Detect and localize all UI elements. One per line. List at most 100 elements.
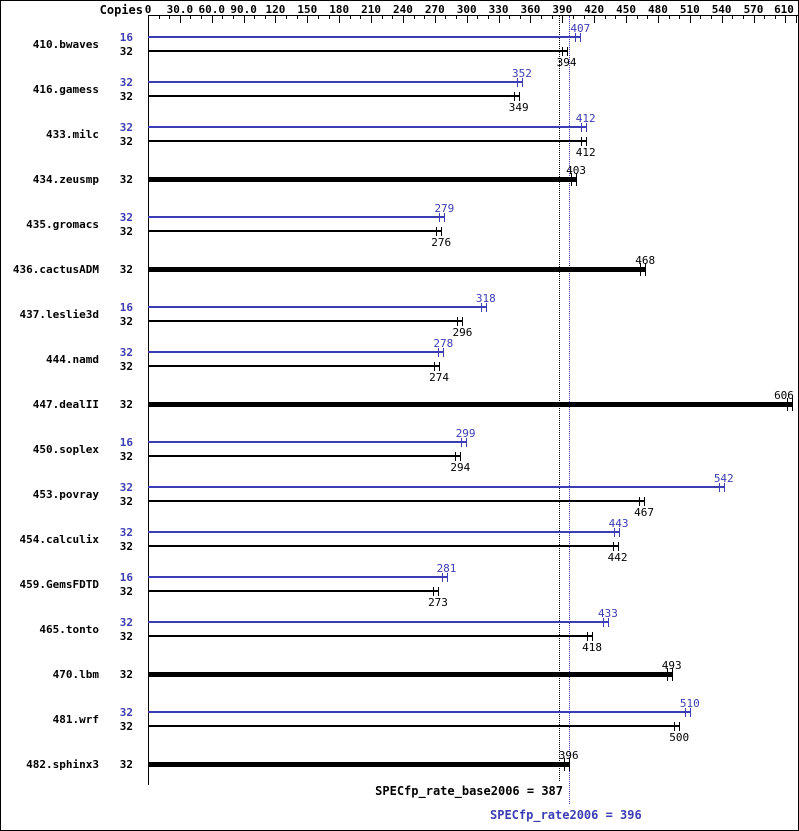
axis-tick: [700, 16, 701, 19]
axis-tick-label: 360: [520, 3, 541, 16]
benchmark-label: 454.calculix: [19, 533, 99, 546]
copies-value: 16: [119, 31, 133, 44]
axis-tick: [722, 16, 723, 23]
bar-error-cap: [444, 213, 445, 222]
axis-tick: [392, 16, 393, 19]
benchmark-label: 450.soplex: [32, 443, 99, 456]
copies-value: 16: [119, 301, 133, 314]
copies-value: 32: [119, 173, 133, 186]
axis-tick: [424, 16, 425, 19]
copies-value: 32: [119, 360, 133, 373]
axis-tick-label: 510: [679, 3, 700, 16]
axis-tick-label: 610: [774, 3, 794, 16]
bar-error-cap: [719, 483, 720, 492]
base-bar: [148, 725, 679, 727]
bar-error-cap: [434, 362, 435, 371]
benchmark-label: 433.milc: [46, 128, 99, 141]
copies-value: 32: [119, 706, 133, 719]
benchmark-label: 453.povray: [32, 488, 99, 501]
axis-tick: [584, 16, 585, 19]
axis-tick: [403, 16, 404, 23]
peak-median-line: [569, 16, 570, 804]
axis-tick: [669, 16, 670, 19]
benchmark-label: 434.zeusmp: [32, 173, 99, 186]
benchmark-label: 465.tonto: [39, 623, 99, 636]
axis-tick: [190, 16, 191, 19]
benchmark-label: 482.sphinx3: [26, 758, 99, 771]
benchmark-label: 416.gamess: [32, 83, 99, 96]
peak-value-label: 299: [455, 427, 476, 440]
base-bar: [148, 320, 462, 322]
copies-value: 32: [119, 211, 133, 224]
bar-error-cap: [466, 438, 467, 447]
axis-tick: [180, 16, 181, 23]
axis-tick: [520, 16, 521, 19]
axis-tick: [318, 16, 319, 19]
base-value-label: 274: [429, 371, 449, 384]
bar-error-cap: [667, 668, 668, 681]
axis-tick: [573, 16, 574, 19]
axis-tick-label: 420: [584, 3, 605, 16]
base-bar: [148, 140, 586, 142]
base-value-label: 606: [774, 389, 794, 402]
bar-error-cap: [461, 438, 462, 447]
axis-tick: [244, 16, 245, 23]
axis-tick: [690, 16, 691, 23]
peak-value-label: 279: [434, 202, 455, 215]
axis-tick: [212, 16, 213, 23]
bar-error-cap: [438, 348, 439, 357]
axis-tick-label: 150: [297, 3, 318, 16]
axis-tick: [764, 16, 765, 19]
base-value-label: 442: [607, 551, 628, 564]
bar-error-cap: [640, 263, 641, 276]
axis-tick-label: 180: [329, 3, 350, 16]
axis-tick: [775, 16, 776, 19]
bar-error-cap: [787, 398, 788, 411]
base-value-label: 296: [452, 326, 473, 339]
copies-value: 32: [119, 526, 133, 539]
y-axis-line: [148, 15, 149, 785]
peak-bar: [148, 306, 486, 308]
peak-bar: [148, 351, 443, 353]
bar-error-cap: [674, 722, 675, 731]
axis-tick: [509, 16, 510, 19]
bar-error-cap: [685, 708, 686, 717]
bar-error-cap: [433, 587, 434, 596]
axis-tick: [552, 16, 553, 19]
axis-tick: [382, 16, 383, 19]
bar-error-cap: [571, 173, 572, 186]
base-value-label: 396: [558, 749, 579, 762]
peak-value-label: 412: [575, 112, 596, 125]
bar-error-cap: [592, 632, 593, 641]
base-metric-text: SPECfp_rate_base2006 = 387: [375, 784, 563, 798]
axis-tick: [658, 16, 659, 23]
peak-value-label: 318: [475, 292, 496, 305]
axis-tick: [148, 16, 149, 23]
base-bar: [148, 177, 576, 182]
axis-tick: [456, 16, 457, 19]
base-bar: [148, 635, 592, 637]
benchmark-label: 437.leslie3d: [19, 308, 99, 321]
axis-tick: [445, 16, 446, 19]
copies-value: 32: [119, 225, 133, 238]
peak-value-label: 542: [713, 472, 734, 485]
bar-error-cap: [614, 528, 615, 537]
axis-tick: [605, 16, 606, 19]
base-bar: [148, 50, 567, 52]
copies-value: 32: [119, 135, 133, 148]
copies-value: 32: [119, 495, 133, 508]
bar-error-cap: [462, 317, 463, 326]
peak-metric-text: SPECfp_rate2006 = 396: [490, 808, 642, 822]
axis-tick-label: 300: [456, 3, 477, 16]
peak-bar: [148, 711, 690, 713]
bar-error-cap: [439, 362, 440, 371]
bar-error-cap: [672, 668, 673, 681]
base-bar: [148, 402, 792, 407]
bar-error-cap: [443, 348, 444, 357]
axis-tick: [286, 16, 287, 19]
copies-value: 32: [119, 315, 133, 328]
axis-tick: [275, 16, 276, 23]
benchmark-label: 435.gromacs: [26, 218, 99, 231]
bar-error-cap: [679, 722, 680, 731]
